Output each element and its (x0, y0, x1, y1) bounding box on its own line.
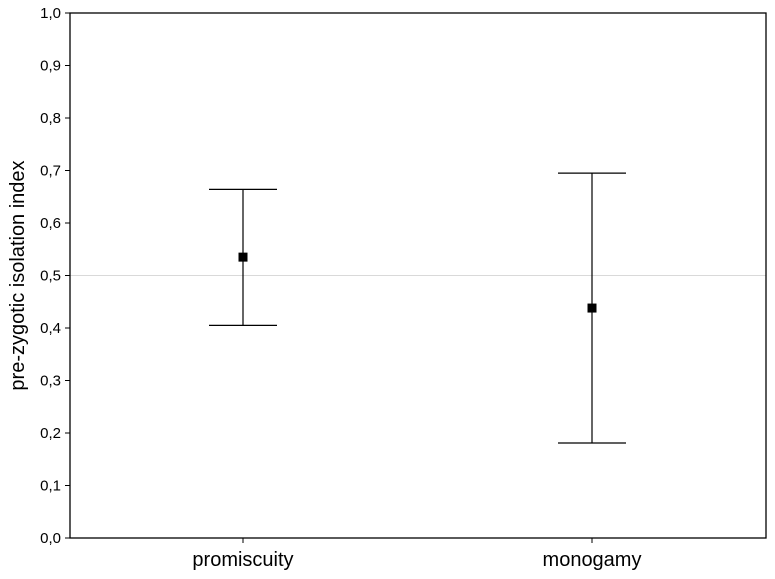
mean-marker (238, 252, 248, 262)
y-tick-label: 0,8 (40, 110, 61, 127)
x-category-label: monogamy (543, 549, 642, 571)
y-tick-label: 0,6 (40, 215, 61, 232)
y-tick-label: 0,1 (40, 478, 61, 495)
y-tick-label: 0,4 (40, 320, 61, 337)
plot-frame (69, 12, 767, 539)
y-tick-label: 0,0 (40, 530, 61, 547)
y-tick-label: 0,2 (40, 425, 61, 442)
y-tick-label: 1,0 (40, 5, 61, 22)
mean-marker (587, 303, 597, 313)
data-points (209, 172, 626, 444)
x-axis-labels: promiscuity monogamy (192, 538, 641, 571)
y-axis-ticks: 0,0 0,1 0,2 0,3 0,4 0,5 0,6 0,7 0,8 0,9 1,0 (40, 5, 70, 547)
data-point-monogamy (558, 172, 626, 444)
y-axis-title: pre-zygotic isolation index (7, 160, 29, 390)
y-tick-label: 0,3 (40, 373, 61, 390)
x-category-label: promiscuity (192, 549, 293, 571)
y-tick-label: 0,7 (40, 163, 61, 180)
data-point-promiscuity (209, 188, 277, 326)
y-tick-label: 0,5 (40, 268, 61, 285)
y-tick-label: 0,9 (40, 58, 61, 75)
